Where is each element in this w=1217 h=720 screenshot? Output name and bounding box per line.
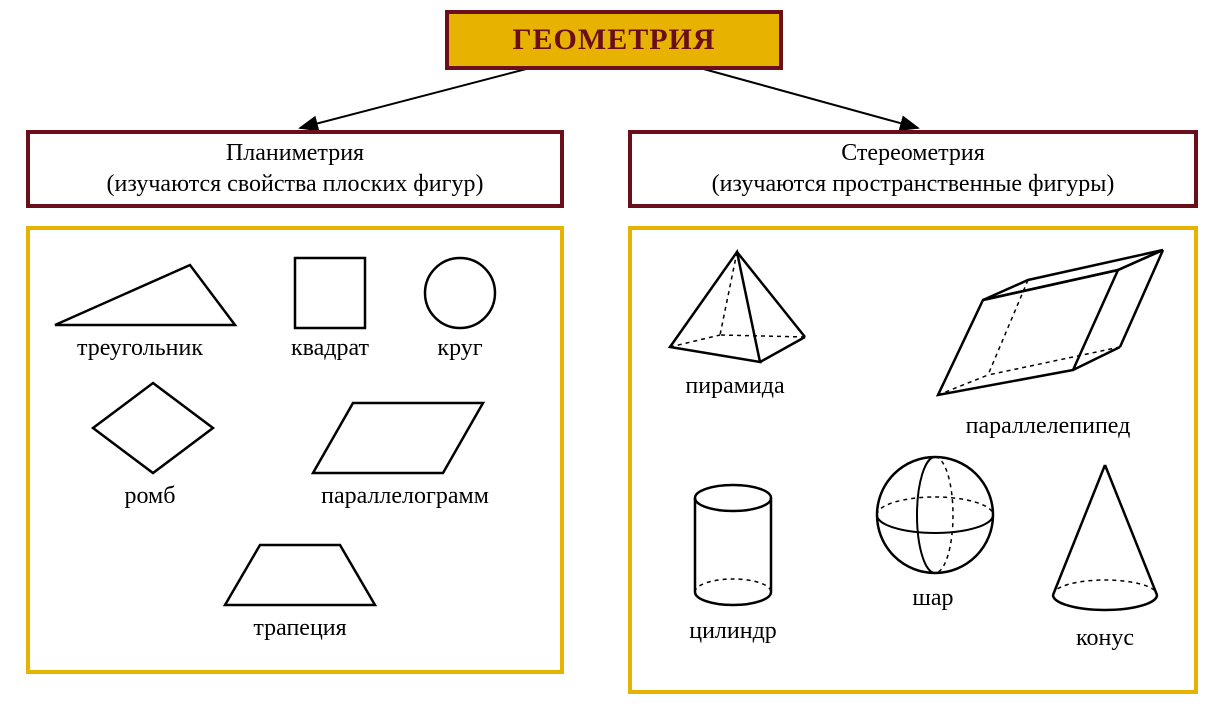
pyramid-label: пирамида — [665, 373, 805, 400]
cylinder-label: цилиндр — [673, 618, 793, 645]
cone-label: конус — [1065, 625, 1145, 652]
rhombus-shape — [88, 378, 218, 478]
branch-right-box: Стереометрия (изучаются пространственные… — [628, 130, 1198, 208]
title-text: ГЕОМЕТРИЯ — [512, 23, 715, 57]
circle-label: круг — [420, 335, 500, 362]
parallelogram-shape — [308, 398, 488, 478]
branch-right-desc: (изучаются пространственные фигуры) — [632, 169, 1194, 200]
parallelepiped-shape — [928, 245, 1168, 405]
parallelogram-label: параллелограмм — [295, 483, 515, 510]
parallelepiped-label: параллелепипед — [938, 413, 1158, 440]
trapezoid-label: трапеция — [240, 615, 360, 642]
cone-shape — [1045, 460, 1165, 615]
sphere-shape — [870, 450, 1000, 580]
sphere-label: шар — [903, 585, 963, 612]
title-box: ГЕОМЕТРИЯ — [445, 10, 783, 70]
cylinder-shape — [688, 480, 778, 610]
pyramid-shape — [665, 247, 810, 367]
branch-left-box: Планиметрия (изучаются свойства плоских … — [26, 130, 564, 208]
branch-left-desc: (изучаются свойства плоских фигур) — [30, 169, 560, 200]
trapezoid-shape — [220, 540, 380, 610]
triangle-label: треугольник — [60, 335, 220, 362]
square-label: квадрат — [275, 335, 385, 362]
branch-right-name: Стереометрия — [632, 138, 1194, 169]
branch-left-name: Планиметрия — [30, 138, 560, 169]
square-shape — [290, 253, 370, 333]
rhombus-label: ромб — [110, 483, 190, 510]
triangle-shape — [50, 260, 240, 330]
circle-shape — [420, 253, 500, 333]
